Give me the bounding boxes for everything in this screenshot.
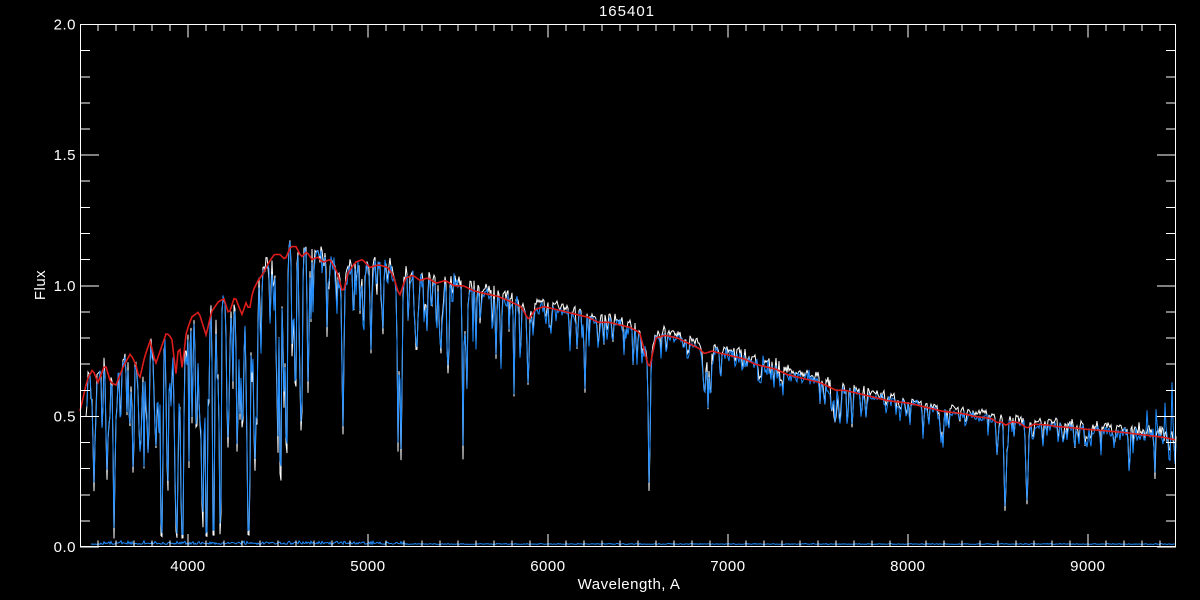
y-tick-labels: 0.0 0.5 1.0 1.5 2.0 xyxy=(54,17,76,557)
model-fit-path xyxy=(79,245,1177,441)
x-tick-label: 6000 xyxy=(530,558,565,575)
observed-spectrum-path xyxy=(86,241,1177,536)
x-axis-label: Wavelength, A xyxy=(578,576,681,593)
x-tick-label: 5000 xyxy=(350,558,385,575)
x-tick-label: 7000 xyxy=(710,558,745,575)
x-tick-label: 8000 xyxy=(890,558,925,575)
y-tick-label: 2.0 xyxy=(54,17,76,34)
y-tick-label: 0.0 xyxy=(54,539,76,556)
y-tick-label: 0.5 xyxy=(54,408,76,425)
x-tick-label: 9000 xyxy=(1070,558,1105,575)
chart-title: 165401 xyxy=(599,3,655,20)
plot-frame xyxy=(80,24,1176,547)
x-tick-labels: 4000 5000 6000 7000 8000 9000 xyxy=(170,558,1105,575)
y-axis-label: Flux xyxy=(32,270,49,300)
axis-ticks xyxy=(80,24,1176,548)
axes-group xyxy=(80,24,1176,548)
y-tick-label: 1.5 xyxy=(54,147,76,164)
series-group xyxy=(79,240,1177,546)
y-tick-label: 1.0 xyxy=(54,278,76,295)
sky-spectrum-path xyxy=(90,539,1177,546)
x-tick-label: 4000 xyxy=(170,558,205,575)
